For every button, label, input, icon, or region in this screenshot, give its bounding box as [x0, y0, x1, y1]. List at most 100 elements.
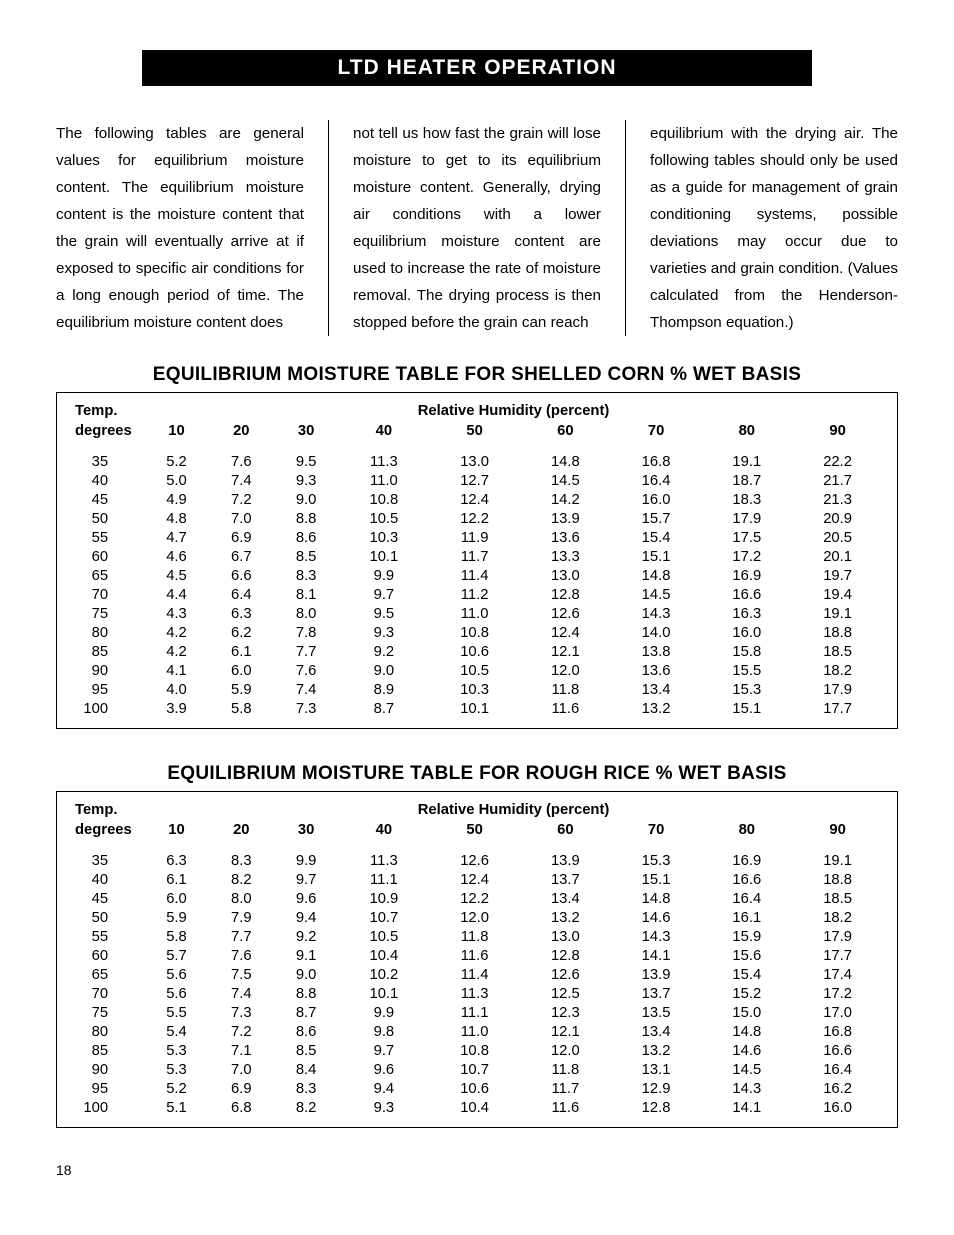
value-cell: 10.1: [429, 699, 520, 718]
value-cell: 13.2: [611, 1041, 702, 1060]
value-cell: 14.8: [701, 1022, 792, 1041]
value-cell: 13.4: [611, 1022, 702, 1041]
value-cell: 17.0: [792, 1003, 883, 1022]
value-cell: 8.8: [274, 984, 339, 1003]
value-cell: 13.6: [611, 661, 702, 680]
table-row: 505.97.99.410.712.013.214.616.118.2: [71, 908, 883, 927]
value-cell: 7.4: [274, 680, 339, 699]
value-cell: 6.4: [209, 585, 274, 604]
table-row: 705.67.48.810.111.312.513.715.217.2: [71, 984, 883, 1003]
temp-cell: 95: [71, 680, 144, 699]
value-cell: 16.3: [701, 604, 792, 623]
value-cell: 10.4: [429, 1098, 520, 1117]
header-row-2: degrees 10 20 30 40 50 60 70 80 90: [71, 820, 883, 840]
value-cell: 16.6: [792, 1041, 883, 1060]
value-cell: 10.2: [339, 965, 430, 984]
temp-cell: 65: [71, 965, 144, 984]
value-cell: 17.2: [701, 547, 792, 566]
intro-col-2: not tell us how fast the grain will lose…: [328, 120, 601, 336]
value-cell: 13.0: [429, 452, 520, 471]
rh-col: 60: [520, 421, 611, 441]
value-cell: 10.1: [339, 547, 430, 566]
temp-cell: 55: [71, 927, 144, 946]
value-cell: 9.2: [339, 642, 430, 661]
value-cell: 11.0: [429, 604, 520, 623]
value-cell: 12.2: [429, 509, 520, 528]
value-cell: 5.3: [144, 1041, 209, 1060]
value-cell: 5.8: [144, 927, 209, 946]
temp-cell: 95: [71, 1079, 144, 1098]
value-cell: 15.7: [611, 509, 702, 528]
value-cell: 7.9: [209, 908, 274, 927]
value-cell: 5.1: [144, 1098, 209, 1117]
value-cell: 10.5: [429, 661, 520, 680]
table-row: 854.26.17.79.210.612.113.815.818.5: [71, 642, 883, 661]
rh-col: 80: [701, 820, 792, 840]
table-row: 805.47.28.69.811.012.113.414.816.8: [71, 1022, 883, 1041]
value-cell: 14.8: [520, 452, 611, 471]
value-cell: 8.8: [274, 509, 339, 528]
rh-col: 70: [611, 421, 702, 441]
rh-col: 20: [209, 820, 274, 840]
temp-cell: 75: [71, 1003, 144, 1022]
rh-col: 50: [429, 820, 520, 840]
value-cell: 11.2: [429, 585, 520, 604]
value-cell: 3.9: [144, 699, 209, 718]
value-cell: 9.0: [274, 490, 339, 509]
table-row: 754.36.38.09.511.012.614.316.319.1: [71, 604, 883, 623]
temp-cell: 70: [71, 585, 144, 604]
value-cell: 8.6: [274, 528, 339, 547]
value-cell: 5.2: [144, 452, 209, 471]
value-cell: 6.7: [209, 547, 274, 566]
value-cell: 8.0: [209, 889, 274, 908]
value-cell: 14.8: [611, 889, 702, 908]
temp-header-2: degrees: [71, 421, 144, 441]
value-cell: 6.1: [209, 642, 274, 661]
value-cell: 13.4: [520, 889, 611, 908]
table-row: 855.37.18.59.710.812.013.214.616.6: [71, 1041, 883, 1060]
value-cell: 14.8: [611, 566, 702, 585]
temp-cell: 90: [71, 1060, 144, 1079]
value-cell: 13.2: [520, 908, 611, 927]
value-cell: 10.3: [429, 680, 520, 699]
value-cell: 10.8: [429, 1041, 520, 1060]
value-cell: 8.5: [274, 547, 339, 566]
value-cell: 17.2: [792, 984, 883, 1003]
rh-col: 90: [792, 421, 883, 441]
header-row-2: degrees 10 20 30 40 50 60 70 80 90: [71, 421, 883, 441]
value-cell: 13.7: [520, 870, 611, 889]
temp-cell: 50: [71, 509, 144, 528]
value-cell: 17.4: [792, 965, 883, 984]
value-cell: 9.4: [339, 1079, 430, 1098]
table-row: 755.57.38.79.911.112.313.515.017.0: [71, 1003, 883, 1022]
value-cell: 8.9: [339, 680, 430, 699]
value-cell: 10.3: [339, 528, 430, 547]
temp-cell: 75: [71, 604, 144, 623]
value-cell: 12.2: [429, 889, 520, 908]
value-cell: 16.4: [701, 889, 792, 908]
value-cell: 13.9: [611, 965, 702, 984]
value-cell: 17.7: [792, 699, 883, 718]
value-cell: 5.3: [144, 1060, 209, 1079]
value-cell: 14.5: [611, 585, 702, 604]
value-cell: 8.3: [274, 566, 339, 585]
value-cell: 9.7: [339, 585, 430, 604]
rh-col: 20: [209, 421, 274, 441]
value-cell: 12.6: [520, 604, 611, 623]
value-cell: 9.4: [274, 908, 339, 927]
table-row: 655.67.59.010.211.412.613.915.417.4: [71, 965, 883, 984]
value-cell: 17.9: [792, 680, 883, 699]
value-cell: 15.2: [701, 984, 792, 1003]
value-cell: 14.5: [701, 1060, 792, 1079]
value-cell: 14.3: [701, 1079, 792, 1098]
value-cell: 11.7: [429, 547, 520, 566]
value-cell: 9.7: [339, 1041, 430, 1060]
value-cell: 8.1: [274, 585, 339, 604]
value-cell: 12.3: [520, 1003, 611, 1022]
value-cell: 19.7: [792, 566, 883, 585]
value-cell: 15.3: [701, 680, 792, 699]
value-cell: 7.6: [209, 946, 274, 965]
value-cell: 8.3: [274, 1079, 339, 1098]
value-cell: 10.6: [429, 642, 520, 661]
value-cell: 7.1: [209, 1041, 274, 1060]
